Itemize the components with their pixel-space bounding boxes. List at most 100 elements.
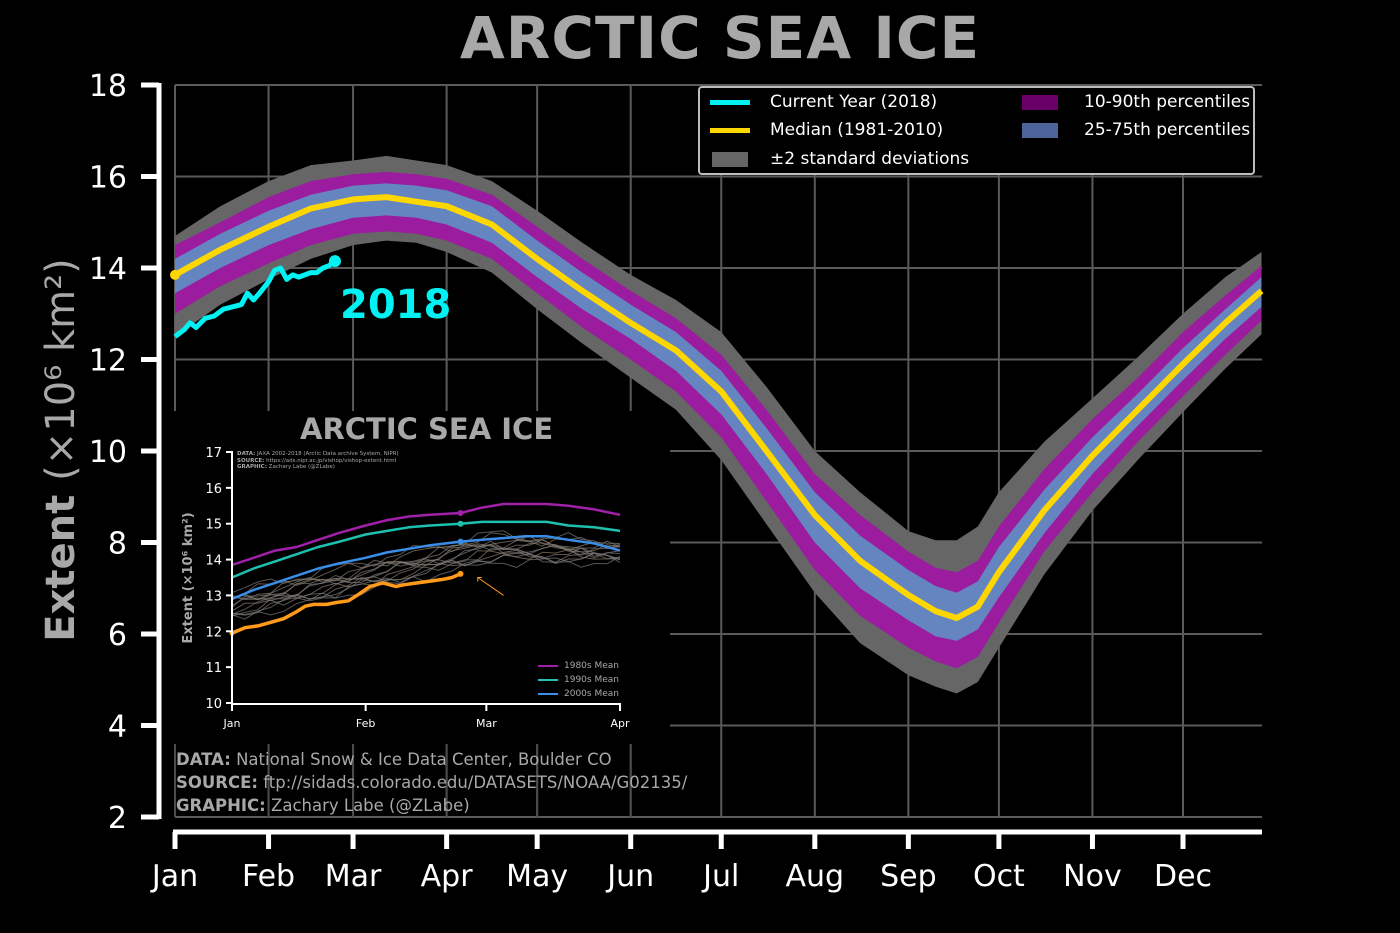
inset-title: ARCTIC SEA ICE [300,412,554,446]
p25-75-band [175,183,1262,641]
legend-label-p10-90: 10-90th percentiles [1084,92,1251,112]
legend-swatch-std [712,151,748,167]
inset-line-1980s-mean [231,502,621,567]
current-year-end-marker [328,255,341,268]
footer-graphic-text: Zachary Labe (@ZLabe) [265,796,470,815]
inset-year-line [231,547,621,615]
inset-source-label: SOURCE: [237,457,265,464]
inset-graphic-label: GRAPHIC: [237,464,267,470]
x-tick-label-nov: Nov [1063,859,1122,894]
legend-item-p10-90: 10-90th percentiles [1022,92,1250,112]
main-axes: 2 4 6 8 10 12 14 16 18 Jan Feb Mar Apr May Jun Jul Aug Se… [38,69,1262,894]
footer-data-text: National Snow & Ice Data Center, Boulder… [230,750,612,769]
inset-y-tick-label-16: 16 [205,482,222,497]
y-tick-label-8: 8 [108,527,127,562]
legend-swatch-median [710,127,750,133]
y-tick-label-6: 6 [108,618,127,653]
inset-legend-1990s: 1990s Mean [538,675,619,685]
inset-x-tick-label-mar: Mar [476,717,497,730]
inset-legend-2000s: 2000s Mean [538,689,619,699]
inset-line-1990s-mean [231,520,621,579]
inset-y-tick-label-15: 15 [205,518,222,533]
footer-graphic-label: GRAPHIC: [176,796,266,815]
inset-x-tick-label-jan: Jan [223,717,241,730]
chart-title: ARCTIC SEA ICE [459,4,981,72]
inset-year-line [231,532,621,599]
main-lines [170,194,1264,621]
inset-line-2018-marker [457,570,464,577]
inset-y-tick-label-17: 17 [205,446,222,461]
y-tick-label-2: 2 [108,801,127,836]
legend-label-std: ±2 standard deviations [770,149,970,169]
p10-90-band [175,171,1262,669]
inset-y-axis-label: Extent (×10⁶ km²) [181,512,196,643]
x-tick-label-aug: Aug [786,859,845,894]
inset-year-line [231,540,621,608]
median-start-marker [170,269,180,280]
y-tick-label-12: 12 [89,344,127,379]
y-tick-label-4: 4 [108,710,127,745]
legend-swatch-current [710,99,750,105]
inset-year-line [231,552,621,616]
inset-legend-swatch-1980s [538,665,558,667]
footer-source-text: ftp://sidads.colorado.edu/DATASETS/NOAA/… [258,773,688,792]
inset-year-line [231,535,621,600]
y-axis-label-main: Extent [38,481,84,642]
inset-line-1990s-mean-marker [457,520,464,527]
inset-background [170,411,670,817]
inset-legend-label-1980s: 1980s Mean [564,661,619,671]
legend-swatch-p25-75 [1022,122,1058,138]
y-tick-label-10: 10 [89,435,127,470]
inset-chart: 10 11 12 13 14 15 16 17 Jan Feb Mar Apr Extent (×10⁶… [181,446,630,730]
legend-label-current: Current Year (2018) [770,92,938,112]
legend-label-p25-75: 25-75th percentiles [1084,120,1251,140]
inset-year-line [231,538,621,601]
y-axis-label: Extent (×10⁶ km²) [38,258,84,641]
legend-item-median: Median (1981-2010) [710,120,943,140]
legend-label-median: Median (1981-2010) [770,120,944,140]
x-tick-label-jan: Jan [150,859,198,894]
legend-item-current: Current Year (2018) [710,92,937,112]
legend-item-p25-75: 25-75th percentiles [1022,120,1250,140]
current-year-line [173,259,337,339]
inset-graphic-text: Zachary Labe (@ZLabe) [266,464,335,470]
inset-line-2000s-mean [231,535,621,601]
x-tick-label-feb: Feb [242,859,295,894]
legend-swatch-p10-90 [1022,94,1058,110]
inset-arrow-head [477,577,482,582]
inset-data-label: DATA: [237,451,256,457]
inset-legend-label-2000s: 2000s Mean [564,689,619,699]
median-line [173,194,1264,621]
main-bands [175,155,1262,694]
inset-x-tick-label-apr: Apr [610,717,630,730]
inset-credits: DATA: JAXA 2002-2018 (Arctic Data archiv… [237,451,399,471]
x-tick-label-sep: Sep [880,859,937,894]
inset-data-text: JAXA 2002-2018 (Arctic Data archive Syst… [255,451,399,457]
legend: Current Year (2018) Median (1981-2010) ±… [698,86,1255,175]
inset-legend-1980s: 1980s Mean [538,661,619,671]
footer-credits: DATA: National Snow & Ice Data Center, B… [176,748,687,817]
inset-y-tick-label-12: 12 [205,625,222,640]
x-tick-label-oct: Oct [973,859,1025,894]
inset-legend-swatch-2000s [538,693,558,695]
x-tick-label-jul: Jul [701,859,739,894]
inset-line-2000s-mean-marker [457,538,464,545]
current-year-annotation: 2018 [340,282,452,328]
inset-x-tick-label-feb: Feb [356,717,375,730]
footer-source-label: SOURCE: [176,773,258,792]
inset-y-tick-label-13: 13 [205,589,222,604]
footer-data-label: DATA: [176,750,231,769]
inset-legend-swatch-1990s [538,679,558,681]
inset-legend-label-1990s: 1990s Mean [564,675,619,685]
x-tick-label-dec: Dec [1154,859,1212,894]
inset-source-text: https://ads.nipr.ac.jp/vishop/vishop-ext… [264,457,397,464]
y-axis-label-units: (×10⁶ km²) [38,258,84,481]
inset-arrow [477,577,504,596]
inset-line-1980s-mean-marker [457,509,464,516]
y-tick-label-18: 18 [89,69,127,104]
x-tick-label-apr: Apr [421,859,474,894]
inset-line-2018 [231,572,462,635]
x-tick-label-may: May [506,859,568,894]
inset-y-tick-label-14: 14 [205,554,222,569]
